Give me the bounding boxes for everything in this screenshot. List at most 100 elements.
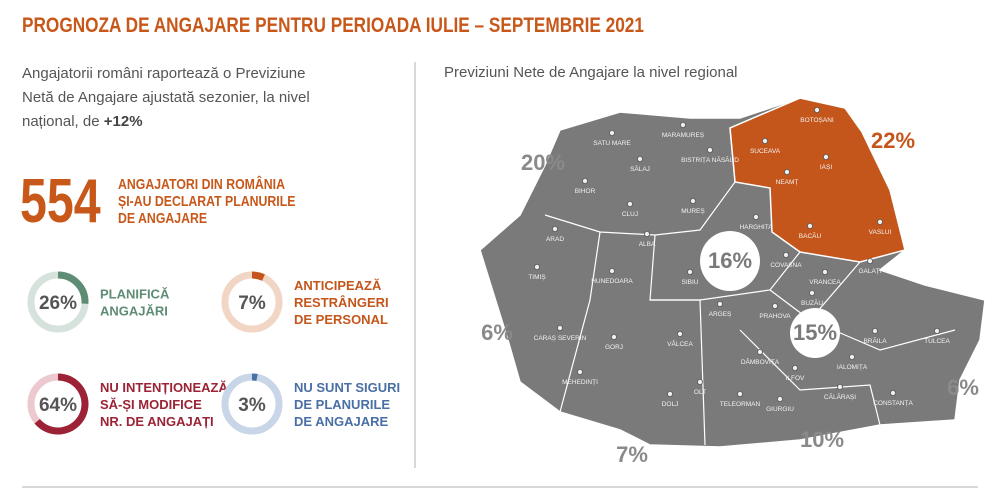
county-label: BISTRIȚA NĂSĂUD: [681, 155, 739, 164]
county-label: OLT: [694, 389, 706, 396]
county-dot: [757, 348, 764, 355]
county-label: SUCEAVA: [750, 148, 781, 155]
county-label: DOLJ: [662, 401, 679, 408]
region-bubble: [790, 308, 840, 358]
county-dot: [867, 257, 874, 264]
title: PROGNOZA DE ANGAJARE PENTRU PERIOADA IUL…: [22, 14, 644, 37]
county-label: BIHOR: [575, 188, 596, 195]
county-label: ILFOV: [786, 375, 805, 382]
donut-label: RESTRÂNGERI: [294, 295, 389, 310]
donut-label: ANTICIPEAZĂ: [294, 278, 382, 293]
county-dot: [890, 389, 897, 396]
donut-value: 3%: [238, 395, 266, 416]
county-label: CĂLĂRAȘI: [824, 392, 856, 401]
donut-label: NU INTENȚIONEAZĂ: [100, 380, 228, 395]
county-label: VRANCEA: [809, 279, 841, 286]
county-label: BRĂILA: [863, 336, 887, 345]
county-label: COVASNA: [770, 262, 802, 269]
county-label: TULCEA: [924, 338, 950, 345]
county-dot: [737, 390, 744, 397]
donut-value: 7%: [238, 293, 266, 314]
stat-text: ANGAJATORI DIN ROMÂNIA ȘI-AU DECLARAT PLA…: [118, 176, 295, 227]
county-label: VÂLCEA: [667, 339, 693, 348]
county-label: GALAȚI: [858, 268, 881, 275]
county-dot: [753, 213, 760, 220]
county-label: CLUJ: [622, 211, 638, 218]
county-dot: [677, 330, 684, 337]
county-dot: [807, 222, 814, 229]
county-dot: [814, 107, 821, 114]
county-dot: [697, 378, 704, 385]
region-bubble: [700, 231, 760, 291]
county-label: BUZĂU: [801, 298, 823, 307]
county-dot: [627, 200, 634, 207]
donut-label: ANGAJĂRI: [100, 304, 168, 319]
donut-label: DE ANGAJARE: [294, 414, 388, 429]
stat-line: ANGAJATORI DIN ROMÂNIA: [118, 176, 285, 193]
stat-line: ȘI-AU DECLARAT PLANURILE: [118, 193, 296, 210]
county-label: GORJ: [605, 344, 623, 351]
county-label: TELEORMAN: [720, 401, 761, 408]
county-label: IAȘI: [820, 164, 832, 171]
county-dot: [609, 129, 616, 136]
county-label: VASLUI: [869, 229, 892, 236]
county-dot: [792, 364, 799, 371]
county-label: BOTOȘANI: [800, 117, 834, 124]
northeast-region: [729, 97, 906, 263]
donut-arc: [251, 271, 265, 281]
county-label: HARGHITA: [739, 224, 773, 231]
county-label: CONSTANȚA: [873, 400, 913, 407]
donut-value: 64%: [39, 395, 77, 416]
county-dot: [823, 153, 830, 160]
county-dot: [690, 197, 697, 204]
stat-number: 554: [20, 167, 101, 236]
county-label: ARAD: [546, 236, 564, 243]
donut-value: 26%: [39, 293, 77, 314]
county-label: DÂMBOVIȚA: [741, 357, 780, 366]
county-dot: [934, 327, 941, 334]
county-label: ALBA: [639, 241, 656, 248]
intro: Angajatorii români raportează o Previziu…: [22, 62, 322, 134]
donut-label: DE PLANURILE: [294, 397, 390, 412]
county-label: IALOMIȚA: [837, 364, 868, 371]
county-label: MEHEDINȚI: [562, 379, 598, 386]
county-dot: [707, 146, 714, 153]
county-dot: [687, 268, 694, 275]
donut-arc: [34, 373, 89, 435]
county-dot: [609, 267, 616, 274]
intro-highlight: +12%: [103, 113, 143, 130]
donut-label: PLANIFICĂ: [100, 287, 170, 302]
county-label: GIURGIU: [766, 406, 794, 413]
county-dot: [762, 137, 769, 144]
county-dot: [534, 263, 541, 270]
region-value: 20%: [521, 150, 565, 175]
county-dot: [667, 390, 674, 397]
region-value: 16%: [708, 248, 752, 273]
county-dot: [772, 302, 779, 309]
county-dot: [784, 168, 791, 175]
county-dot: [637, 155, 644, 162]
county-dot: [777, 395, 784, 402]
county-label: PRAHOVA: [759, 313, 791, 320]
county-dot: [877, 218, 884, 225]
donut-label: DE PERSONAL: [294, 312, 388, 327]
county-dot: [582, 177, 589, 184]
region-value: 6%: [481, 320, 513, 345]
county-label: SIBIU: [682, 279, 699, 286]
donut-label: NU SUNT SIGURI: [294, 380, 400, 395]
map-title: Previziuni Nete de Angajare la nivel reg…: [444, 64, 738, 81]
county-label: TIMIȘ: [528, 274, 546, 281]
stat-line: DE ANGAJARE: [118, 210, 208, 227]
county-label: CARAȘ SEVERIN: [534, 335, 587, 342]
county-label: SATU MARE: [593, 140, 631, 147]
region-value: 6%: [947, 375, 979, 400]
county-dot: [644, 230, 651, 237]
county-dot: [849, 353, 856, 360]
county-label: MARAMUREȘ: [662, 132, 705, 139]
county-dot: [717, 300, 724, 307]
county-dot: [809, 289, 816, 296]
county-label: MUREȘ: [681, 208, 705, 215]
county-dot: [611, 333, 618, 340]
